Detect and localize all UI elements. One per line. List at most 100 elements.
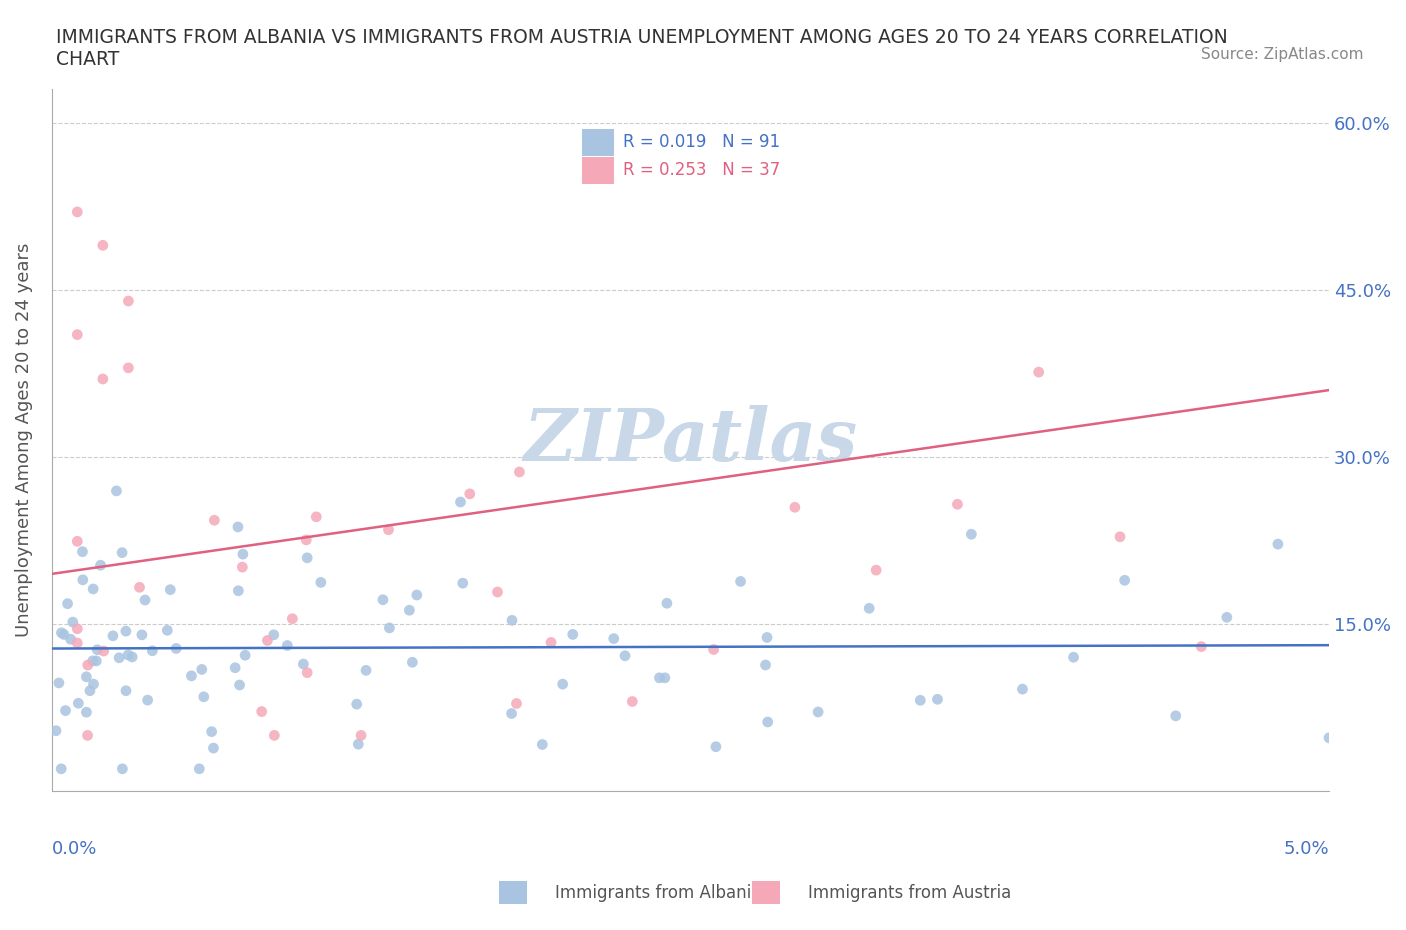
Point <box>59 631 82 646</box>
Point <box>62 615 84 630</box>
Point <box>551 677 574 692</box>
Point <box>180 669 202 684</box>
Point <box>350 728 373 743</box>
Point <box>117 361 139 376</box>
Point <box>83 677 105 692</box>
Point <box>76 658 98 672</box>
Point <box>250 704 273 719</box>
Point <box>256 633 278 648</box>
Point <box>115 624 138 639</box>
Point <box>224 660 246 675</box>
Point <box>1109 529 1132 544</box>
Point <box>76 728 98 743</box>
Point <box>508 464 530 479</box>
Point <box>202 740 225 755</box>
Point <box>117 294 139 309</box>
Point <box>309 575 332 590</box>
Point <box>540 635 562 650</box>
Point <box>756 714 779 729</box>
Point <box>91 238 114 253</box>
Point <box>401 655 423 670</box>
Point <box>603 631 626 646</box>
Point <box>783 499 806 514</box>
Point <box>398 603 420 618</box>
Point <box>82 581 104 596</box>
Point <box>655 596 678 611</box>
Point <box>295 533 318 548</box>
Text: ZIPatlas: ZIPatlas <box>523 405 858 476</box>
Text: Immigrants from Austria: Immigrants from Austria <box>787 884 1011 902</box>
Point <box>621 694 644 709</box>
Point <box>159 582 181 597</box>
Point <box>377 523 399 538</box>
FancyBboxPatch shape <box>582 129 614 156</box>
Point <box>346 697 368 711</box>
Point <box>233 648 256 663</box>
Point <box>1216 610 1239 625</box>
Point <box>191 662 214 677</box>
Text: Source: ZipAtlas.com: Source: ZipAtlas.com <box>1201 46 1364 61</box>
Point <box>451 576 474 591</box>
FancyBboxPatch shape <box>582 157 614 184</box>
Point <box>86 643 108 658</box>
Point <box>115 684 138 698</box>
Text: IMMIGRANTS FROM ALBANIA VS IMMIGRANTS FROM AUSTRIA UNEMPLOYMENT AMONG AGES 20 TO: IMMIGRANTS FROM ALBANIA VS IMMIGRANTS FR… <box>56 28 1227 69</box>
Point <box>105 484 128 498</box>
Point <box>226 520 249 535</box>
Point <box>946 497 969 512</box>
Point <box>561 627 583 642</box>
Text: 0.0%: 0.0% <box>52 840 97 858</box>
Point <box>1317 730 1340 745</box>
Point <box>72 572 94 587</box>
Point <box>501 706 523 721</box>
Point <box>405 588 427 603</box>
Point <box>704 739 727 754</box>
Point <box>378 620 401 635</box>
Point <box>1114 573 1136 588</box>
Point <box>67 696 90 711</box>
Point <box>165 641 187 656</box>
Point <box>93 644 115 658</box>
Text: 5.0%: 5.0% <box>1284 840 1329 858</box>
Point <box>1164 709 1187 724</box>
Point <box>193 689 215 704</box>
Point <box>910 693 932 708</box>
Point <box>66 534 89 549</box>
Point <box>136 693 159 708</box>
Point <box>75 670 97 684</box>
Point <box>53 627 76 642</box>
Point <box>141 644 163 658</box>
Point <box>111 545 134 560</box>
Point <box>201 724 224 739</box>
Point <box>55 703 77 718</box>
Point <box>121 649 143 664</box>
Point <box>371 592 394 607</box>
Point <box>858 601 880 616</box>
Point <box>232 547 254 562</box>
Point <box>228 583 250 598</box>
Point <box>648 671 671 685</box>
Point <box>927 692 949 707</box>
Point <box>807 705 830 720</box>
Point <box>48 675 70 690</box>
Point <box>101 629 124 644</box>
Point <box>354 663 377 678</box>
Point <box>347 737 370 751</box>
Text: R = 0.253   N = 37: R = 0.253 N = 37 <box>623 161 780 179</box>
Point <box>486 585 509 600</box>
Point <box>1063 650 1085 665</box>
Point <box>131 628 153 643</box>
Point <box>72 544 94 559</box>
Text: R = 0.019   N = 91: R = 0.019 N = 91 <box>623 133 780 151</box>
Point <box>51 625 73 640</box>
Point <box>228 678 250 693</box>
Point <box>276 638 298 653</box>
Point <box>865 563 887 578</box>
Point <box>111 762 134 777</box>
Point <box>188 762 211 777</box>
Point <box>1267 537 1289 551</box>
Point <box>202 512 225 527</box>
Point <box>531 737 554 752</box>
Point <box>66 205 89 219</box>
Point <box>82 654 104 669</box>
